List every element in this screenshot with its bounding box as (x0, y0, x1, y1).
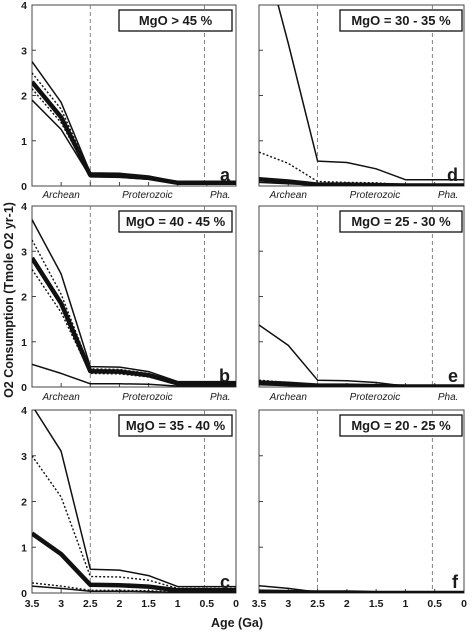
y-tick-label: 0 (21, 382, 27, 394)
mgo-label: MgO > 45 % (139, 13, 213, 28)
x-tick-label: 1 (175, 598, 181, 610)
series-line-thick (32, 531, 236, 593)
panel-letter: d (447, 165, 458, 185)
series-group (259, 5, 464, 186)
eon-label-proterozoic: Proterozoic (350, 190, 401, 201)
x-tick-label: 0 (233, 598, 239, 610)
panel-a: 0 1 2 3 4 MgO > 45 % a Archean Proterozoic Pha. (21, 0, 237, 201)
panel-e: MgO = 25 - 30 % e Archean Proterozoic Pha. (258, 205, 465, 403)
x-tick-label: 0 (461, 598, 467, 610)
series-group (32, 410, 236, 593)
eon-label-proterozoic: Proterozoic (122, 190, 173, 201)
y-tick-label: 2 (21, 292, 27, 304)
x-tick-label: 3 (58, 598, 64, 610)
mgo-label-box (118, 9, 233, 32)
x-tick-label: 2 (117, 598, 123, 610)
panel-b: 0 1 2 3 4 MgO = 40 - 45 % b Archean Proterozoic P… (21, 201, 237, 403)
x-tick-label: 3.5 (25, 598, 40, 610)
panel-letter: c (220, 572, 230, 592)
y-tick-label: 0 (21, 588, 27, 600)
eon-label-phanerozoic: Pha. (438, 392, 459, 403)
series-line-dotted (32, 88, 236, 185)
y-tick-label: 2 (21, 497, 27, 509)
plot-frame (258, 4, 465, 187)
plot-frame (258, 205, 465, 388)
series-line-thick (259, 589, 464, 593)
eon-label-proterozoic: Proterozoic (350, 392, 401, 403)
eon-label-archean: Archean (42, 392, 81, 403)
mgo-label: MgO = 30 - 35 % (351, 13, 451, 28)
series-group (259, 584, 464, 593)
series-line-thin (259, 383, 464, 387)
mgo-label: MgO = 20 - 25 % (351, 418, 451, 433)
y-tick-label: 1 (21, 136, 27, 148)
y-axis-title: O2 Consumption (Tmole O2 yr-1) (2, 202, 16, 398)
series-line-dotted (32, 269, 236, 385)
panel-letter: b (219, 366, 230, 386)
panel-letter: a (220, 165, 231, 185)
y-tick-label: 3 (21, 45, 27, 57)
panel-d: MgO = 30 - 35 % d Archean Proterozoic Pha. (258, 4, 465, 201)
y-tick-label: 4 (21, 201, 27, 213)
eon-label-phanerozoic: Pha. (210, 392, 231, 403)
series-group (32, 61, 236, 186)
series-line-thin (32, 363, 236, 387)
mgo-label-box (339, 9, 463, 32)
series-group (259, 324, 464, 387)
series-line-dotted (32, 72, 236, 184)
series-line-thin (32, 99, 236, 185)
eon-label-phanerozoic: Pha. (210, 190, 231, 201)
x-tick-label: 3.5 (252, 598, 267, 610)
x-tick-label: 1.5 (141, 598, 156, 610)
mgo-label-box (118, 414, 233, 437)
eon-label-archean: Archean (42, 190, 81, 201)
eon-label-archean: Archean (269, 190, 308, 201)
y-tick-label: 1 (21, 337, 27, 349)
y-tick-label: 0 (21, 181, 27, 193)
plot-frame (258, 409, 465, 594)
panel-letter: f (452, 572, 459, 592)
panel-f: 3.5 3 2.5 2 1.5 1 0.5 0 MgO = 20 - 25 % f (252, 409, 467, 610)
x-tick-label: 1.5 (369, 598, 384, 610)
plot-frame (31, 4, 237, 187)
x-tick-label: 2 (344, 598, 350, 610)
x-tick-label: 2.5 (83, 598, 98, 610)
mgo-label-box (339, 414, 463, 437)
series-line-thin (34, 410, 236, 588)
series-line-thin (259, 324, 464, 387)
mgo-label: MgO = 25 - 30 % (351, 214, 451, 229)
y-tick-label: 3 (21, 451, 27, 463)
x-tick-label: 3 (285, 598, 291, 610)
mgo-label-box (339, 210, 463, 233)
panel-c: 0 1 2 3 4 3.5 3 2.5 2 1.5 1 0.5 0 MgO = 35 - 40 % c (21, 405, 239, 610)
mgo-label: MgO = 40 - 45 % (126, 214, 226, 229)
x-tick-label: 2.5 (310, 598, 325, 610)
series-line-thin (32, 219, 236, 383)
series-line-dotted (32, 455, 236, 590)
x-axis-title: Age (Ga) (211, 616, 263, 630)
x-tick-label: 0.5 (427, 598, 442, 610)
series-line-thin (277, 5, 464, 181)
series-line-thin (32, 585, 236, 593)
y-tick-label: 4 (21, 405, 27, 417)
mgo-label: MgO = 35 - 40 % (126, 418, 226, 433)
y-tick-label: 4 (21, 0, 27, 12)
series-group (32, 219, 236, 387)
series-line-thin (259, 181, 464, 186)
y-tick-label: 2 (21, 91, 27, 103)
x-tick-label: 1 (403, 598, 409, 610)
panel-letter: e (448, 366, 458, 386)
mgo-label-box (118, 210, 233, 233)
eon-label-proterozoic: Proterozoic (122, 392, 173, 403)
plot-frame (31, 409, 237, 594)
y-tick-label: 3 (21, 246, 27, 258)
eon-label-phanerozoic: Pha. (438, 190, 459, 201)
x-tick-label: 0.5 (200, 598, 215, 610)
y-tick-label: 1 (21, 542, 27, 554)
eon-label-archean: Archean (269, 392, 308, 403)
